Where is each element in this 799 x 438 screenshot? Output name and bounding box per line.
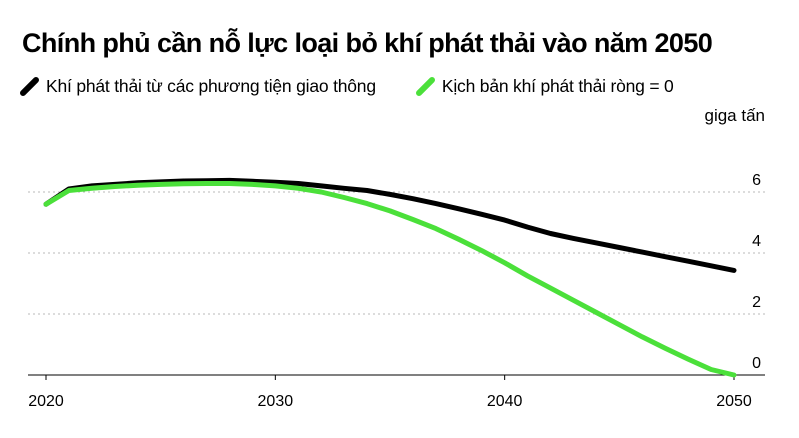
legend-label-transport-emissions: Khí phát thải từ các phương tiện giao th… (46, 76, 376, 96)
x-tick-label-2020: 2020 (28, 393, 64, 410)
chart-legend: Khí phát thải từ các phương tiện giao th… (20, 76, 714, 97)
y-tick-label-6: 6 (752, 172, 761, 189)
legend-label-net-zero-scenario: Kịch bản khí phát thải ròng = 0 (441, 76, 674, 96)
x-tick-label-2040: 2040 (487, 393, 523, 410)
legend-swatch-black (20, 77, 39, 96)
series-line-transport-emissions (43, 177, 737, 273)
legend-swatch-green (415, 77, 435, 96)
y-tick-label-4: 4 (752, 233, 761, 250)
y-tick-label-0: 0 (752, 355, 761, 372)
series-line-net-zero-scenario (43, 181, 737, 378)
legend-item-net-zero-scenario: Kịch bản khí phát thải ròng = 0 (415, 76, 674, 97)
y-axis-unit-label: giga tấn (704, 106, 766, 125)
x-tick-label-2050: 2050 (716, 393, 752, 410)
chart-title: Chính phủ cần nỗ lực loại bỏ khí phát th… (22, 28, 713, 58)
y-tick-label-2: 2 (752, 294, 761, 311)
legend-item-transport-emissions: Khí phát thải từ các phương tiện giao th… (20, 76, 376, 97)
x-tick-label-2030: 2030 (258, 393, 294, 410)
